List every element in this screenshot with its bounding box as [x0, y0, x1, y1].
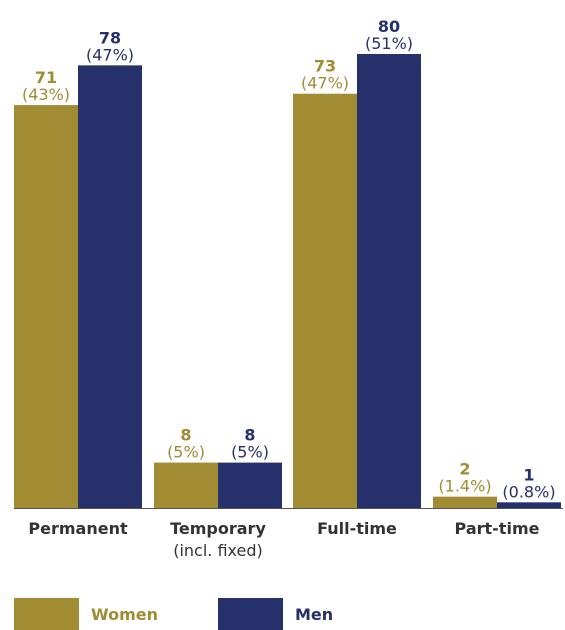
- bar-men-parttime: [497, 502, 561, 508]
- category-label-permanent: Permanent: [28, 519, 128, 538]
- category-label-temporary: Temporary: [170, 519, 266, 538]
- bar-women-temporary: [154, 462, 218, 508]
- percent-label-men-permanent: (47%): [86, 45, 134, 64]
- percent-label-women-fulltime: (47%): [301, 74, 349, 93]
- value-label-men-temporary: 8: [244, 426, 255, 445]
- percent-label-women-parttime: (1.4%): [438, 477, 491, 496]
- bar-women-permanent: [14, 105, 78, 508]
- category-labels-group: Permanent Temporary (incl. fixed) Full-time…: [28, 519, 539, 560]
- value-labels-group: 71(43%)78(47%)8(5%)8(5%)73(47%)80(51%)2(…: [22, 17, 556, 501]
- category-sublabel-temporary: (incl. fixed): [173, 541, 263, 560]
- legend-item-men: Men: [218, 598, 333, 630]
- percent-label-women-temporary: (5%): [167, 443, 205, 462]
- value-label-women-fulltime: 73: [314, 57, 336, 76]
- bar-women-fulltime: [293, 93, 357, 508]
- category-label-fulltime: Full-time: [317, 519, 397, 538]
- value-label-men-permanent: 78: [99, 28, 121, 47]
- percent-label-women-permanent: (43%): [22, 85, 70, 104]
- bars-group: [14, 54, 561, 508]
- value-label-women-permanent: 71: [35, 68, 57, 87]
- percent-label-men-fulltime: (51%): [365, 34, 413, 53]
- legend-swatch-women: [14, 598, 79, 630]
- value-label-women-parttime: 2: [459, 460, 470, 479]
- legend-label-men: Men: [295, 604, 334, 624]
- legend-swatch-men: [218, 598, 283, 630]
- bar-women-parttime: [433, 496, 497, 508]
- percent-label-men-temporary: (5%): [231, 443, 269, 462]
- value-label-men-fulltime: 80: [378, 17, 400, 36]
- value-label-women-temporary: 8: [180, 426, 191, 445]
- value-label-men-parttime: 1: [523, 465, 534, 484]
- legend-label-women: Women: [91, 604, 158, 624]
- category-label-parttime: Part-time: [455, 519, 540, 538]
- percent-label-men-parttime: (0.8%): [502, 482, 555, 501]
- legend-item-women: Women: [14, 598, 158, 630]
- bar-men-permanent: [78, 65, 142, 508]
- bar-men-fulltime: [357, 54, 421, 508]
- bar-men-temporary: [218, 462, 282, 508]
